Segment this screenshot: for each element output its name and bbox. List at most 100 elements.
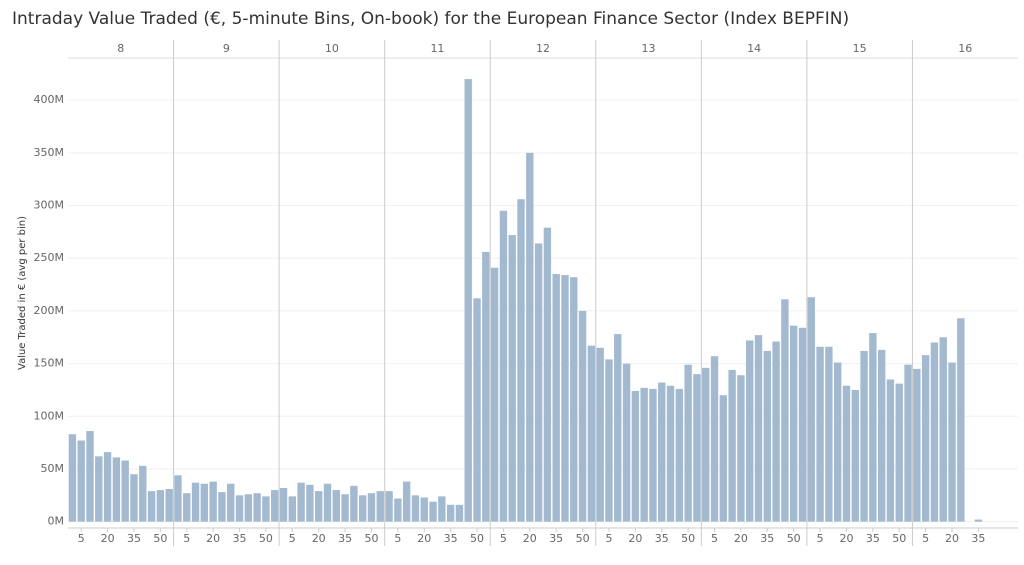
panel-header: 8 (117, 42, 124, 55)
bar (957, 318, 965, 522)
bar (332, 490, 340, 522)
x-tick-label: 5 (922, 532, 929, 545)
panel-header: 10 (325, 42, 339, 55)
bar (95, 456, 103, 522)
bar (68, 434, 77, 522)
panel-header: 11 (430, 42, 444, 55)
y-tick-label: 250M (34, 251, 65, 264)
bar (807, 297, 815, 522)
bar (235, 495, 244, 522)
bar (895, 383, 903, 522)
y-tick-label: 150M (34, 357, 65, 370)
bar (816, 346, 824, 522)
x-tick-label: 50 (892, 532, 906, 545)
bar (464, 79, 472, 522)
bar (948, 362, 956, 522)
x-tick-label: 20 (101, 532, 115, 545)
bar (77, 440, 85, 522)
x-tick-label: 5 (394, 532, 401, 545)
x-tick-label: 50 (576, 532, 590, 545)
x-tick-label: 20 (523, 532, 537, 545)
x-tick-label: 20 (628, 532, 642, 545)
bar (288, 496, 296, 522)
bar (86, 431, 94, 522)
bar (790, 325, 798, 522)
bar (798, 327, 807, 522)
x-tick-label: 5 (289, 532, 296, 545)
bar (842, 385, 851, 522)
x-tick-label: 50 (259, 532, 273, 545)
bar (904, 364, 912, 522)
y-tick-label: 350M (34, 146, 65, 159)
y-tick-label: 50M (41, 462, 65, 475)
x-tick-label: 50 (153, 532, 167, 545)
x-tick-label: 50 (470, 532, 484, 545)
panel-header: 13 (642, 42, 656, 55)
bar (939, 337, 947, 522)
x-tick-label: 35 (444, 532, 458, 545)
bar (358, 495, 367, 522)
bar (658, 382, 666, 522)
x-tick-label: 35 (338, 532, 352, 545)
bar (763, 350, 771, 522)
bar (147, 491, 156, 522)
bar (552, 274, 560, 522)
bar (543, 227, 552, 522)
y-tick-label: 100M (34, 409, 65, 422)
x-tick-label: 20 (945, 532, 959, 545)
bar (702, 367, 710, 522)
bar (420, 497, 428, 522)
bar (534, 243, 543, 522)
x-tick-label: 50 (364, 532, 378, 545)
bar (297, 482, 305, 522)
bar (411, 495, 420, 522)
bar (490, 267, 499, 522)
bar (473, 298, 481, 522)
bar (913, 368, 921, 522)
panel-header: 16 (958, 42, 972, 55)
bar (746, 340, 754, 522)
bar (508, 235, 516, 522)
bar (200, 483, 209, 522)
bar (499, 210, 508, 522)
bar (693, 374, 701, 522)
bar (649, 388, 657, 522)
bar (596, 347, 604, 522)
bar (517, 199, 525, 522)
bar (271, 490, 279, 522)
x-tick-label: 35 (655, 532, 669, 545)
y-tick-label: 400M (34, 93, 65, 106)
x-tick-label: 35 (866, 532, 880, 545)
bar (130, 474, 138, 522)
bar (156, 490, 165, 522)
bar (112, 457, 121, 522)
y-tick-label: 300M (34, 199, 65, 212)
x-tick-label: 5 (605, 532, 612, 545)
chart-title: Intraday Value Traded (€, 5-minute Bins,… (12, 9, 849, 29)
bar (367, 493, 376, 522)
bar (570, 277, 578, 522)
bar (886, 379, 895, 522)
bar (622, 363, 631, 522)
bar (851, 389, 859, 522)
bar (772, 341, 780, 522)
bar (614, 334, 622, 522)
panel-header: 14 (747, 42, 761, 55)
bar (323, 483, 332, 522)
bar (121, 460, 129, 522)
bar (754, 335, 763, 522)
x-tick-label: 20 (734, 532, 748, 545)
x-tick-label: 5 (817, 532, 824, 545)
bar (394, 498, 402, 522)
x-tick-label: 20 (206, 532, 220, 545)
bar (710, 356, 719, 522)
bar (191, 482, 200, 522)
x-tick-label: 35 (233, 532, 247, 545)
bar (675, 388, 684, 522)
bar (921, 355, 930, 522)
bar (737, 375, 745, 522)
bar (825, 346, 833, 522)
bar (526, 152, 534, 522)
bar (666, 385, 675, 522)
